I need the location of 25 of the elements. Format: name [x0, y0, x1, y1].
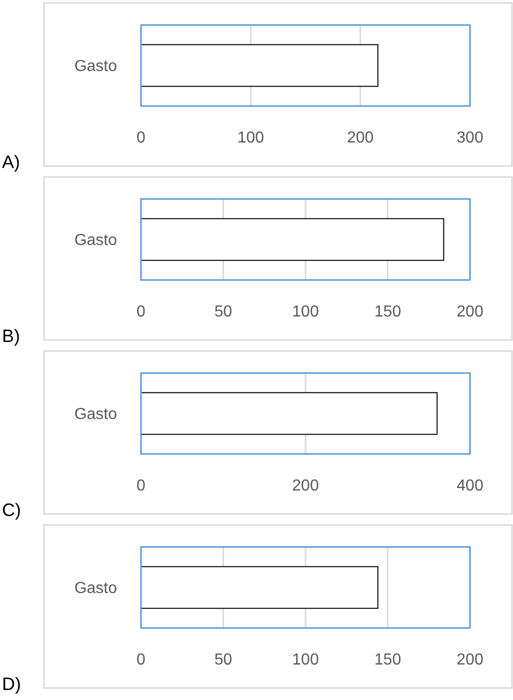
y-tick-label: Gasto: [74, 580, 118, 598]
x-tick-label: 150: [374, 304, 402, 321]
x-tick-label: 200: [456, 652, 484, 669]
text: B): [2, 326, 20, 346]
x-tick-label: 400: [456, 478, 484, 495]
x-tick-label: 150: [374, 652, 402, 669]
text: D): [2, 674, 21, 694]
y-tick-label: Gasto: [74, 58, 118, 76]
x-tick-label: 200: [456, 304, 484, 321]
x-tick-label: 100: [292, 652, 319, 669]
x-tick-label: 50: [214, 652, 232, 669]
x-tick-label: 0: [136, 478, 146, 495]
y-tick-label: Gasto: [74, 406, 118, 424]
x-tick-label: 0: [136, 652, 146, 669]
x-tick-label: 50: [214, 304, 232, 321]
x-tick-label: 0: [136, 304, 146, 321]
x-tick-label: 100: [292, 304, 319, 321]
x-tick-label: 300: [456, 130, 484, 147]
text: A): [2, 152, 20, 172]
y-tick-label: Gasto: [74, 232, 118, 250]
x-tick-label: 100: [237, 130, 264, 147]
x-tick-label: 0: [136, 130, 146, 147]
x-tick-label: 200: [346, 130, 374, 147]
text: C): [2, 500, 21, 520]
x-tick-label: 200: [292, 478, 319, 495]
